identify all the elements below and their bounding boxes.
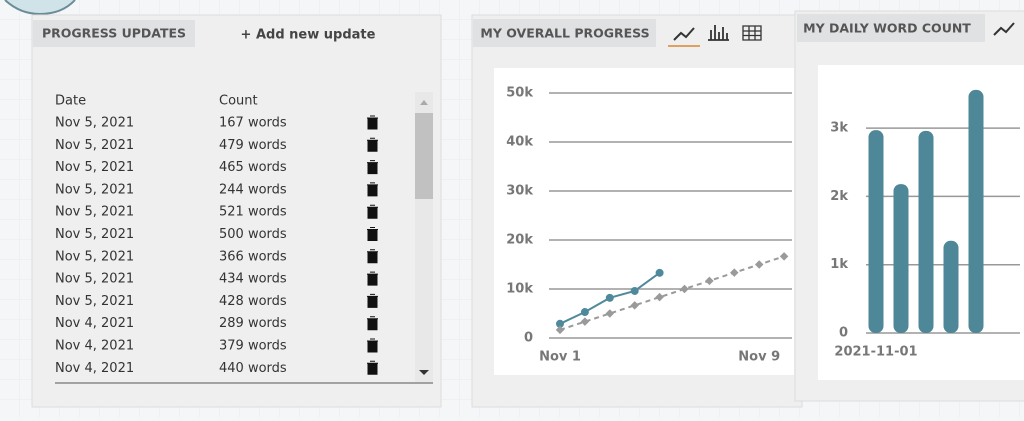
delete-icon[interactable] [367,115,378,130]
point [630,286,639,295]
point [680,284,689,294]
column-header: Date [55,94,86,109]
point [556,319,564,328]
count-cell: 500 words [219,227,287,242]
date-cell: Nov 5, 2021 [55,205,134,220]
point [630,301,639,310]
x-tick-label: Nov 9 [738,350,780,365]
y-tick-label: 3k [830,121,848,136]
tab[interactable] [797,14,985,42]
date-cell: Nov 5, 2021 [55,138,134,153]
point [580,317,590,326]
count-cell: 479 words [219,138,287,153]
delete-icon[interactable] [367,182,378,197]
date-cell: Nov 5, 2021 [55,182,134,197]
count-cell: 244 words [219,182,287,197]
count-cell: 440 words [219,361,287,376]
line-view-icon[interactable] [673,27,695,41]
y-tick-label: 20k [506,233,533,248]
point [655,292,664,302]
delete-icon[interactable] [367,137,378,152]
logo [4,0,76,16]
y-tick-label: 10k [506,282,533,297]
tab-label[interactable]: MY DAILY WORD COUNT [803,21,971,36]
scrollbar-thumb[interactable] [415,113,433,199]
delete-icon[interactable] [367,249,378,264]
tab-label[interactable]: PROGRESS UPDATES [42,26,186,41]
date-cell: Nov 5, 2021 [55,227,134,242]
count-cell: 434 words [219,272,287,287]
count-cell: 379 words [219,339,287,354]
y-tick-label: 40k [506,135,533,150]
count-cell: 521 words [219,205,287,220]
count-cell: 289 words [219,316,287,331]
date-cell: Nov 4, 2021 [55,316,134,331]
tab[interactable] [33,20,195,47]
date-cell: Nov 5, 2021 [55,160,134,175]
y-tick-label: 1k [830,257,848,272]
count-cell: 428 words [219,294,287,309]
delete-icon[interactable] [367,271,378,286]
count-cell: 366 words [219,249,287,264]
date-cell: Nov 4, 2021 [55,361,134,376]
scroll-down[interactable] [419,370,429,375]
chart-area [494,68,794,375]
series-line [559,255,785,331]
count-cell: 167 words [219,116,287,131]
line-view-icon[interactable] [993,22,1015,36]
delete-icon[interactable] [367,160,378,175]
point [655,268,664,277]
y-tick-label: 50k [506,86,533,101]
add-button[interactable]: + Add new update [241,28,376,43]
bar [868,130,884,333]
tab[interactable] [473,19,656,47]
delete-icon[interactable] [367,338,378,353]
point [730,268,739,277]
x-tick-label: 2021-11-01 [834,345,917,360]
y-tick-label: 0 [839,326,848,341]
point [555,325,565,335]
bar-view-icon[interactable] [708,25,729,41]
y-tick-label: 2k [830,189,848,204]
bar [968,89,984,334]
y-tick-label: 30k [506,184,533,199]
date-cell: Nov 5, 2021 [55,272,134,287]
delete-icon[interactable] [367,316,378,331]
point [705,276,714,286]
bar [943,240,959,333]
delete-icon[interactable] [367,204,378,219]
bar [918,130,934,333]
scroll-up[interactable] [420,100,428,105]
delete-icon[interactable] [367,227,378,241]
table-view-icon[interactable] [742,25,762,41]
delete-icon[interactable] [367,360,378,375]
x-tick-label: Nov 1 [539,350,581,365]
point [605,309,615,318]
date-cell: Nov 5, 2021 [55,294,134,309]
point [605,293,614,302]
date-cell: Nov 5, 2021 [55,116,134,131]
tab-label[interactable]: MY OVERALL PROGRESS [480,26,649,41]
delete-icon[interactable] [367,293,378,308]
column-header: Count [219,94,258,109]
date-cell: Nov 5, 2021 [55,249,134,264]
count-cell: 465 words [219,160,287,175]
point [580,308,589,317]
y-tick-label: 0 [524,331,533,346]
point [754,260,764,269]
date-cell: Nov 4, 2021 [55,339,134,354]
bar [893,184,909,333]
